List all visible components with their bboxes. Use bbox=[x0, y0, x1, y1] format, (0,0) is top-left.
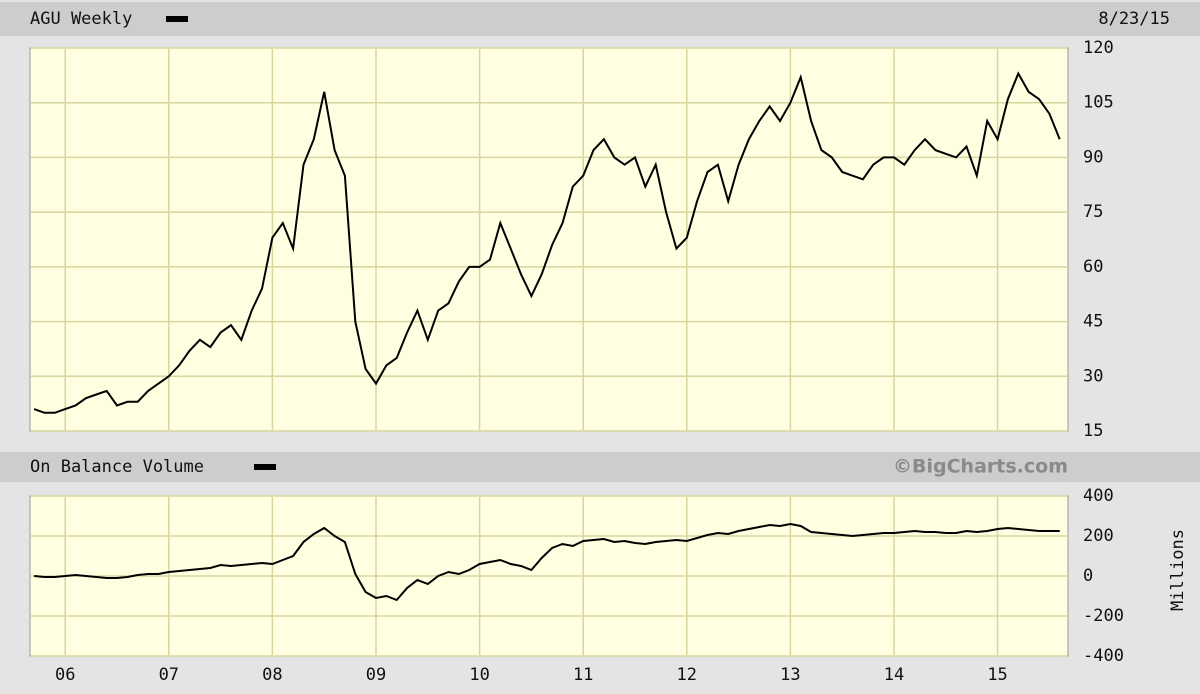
x-tick-label: 08 bbox=[262, 665, 282, 685]
y-axis-label: Millions bbox=[1168, 529, 1188, 611]
plot-area bbox=[29, 47, 1069, 432]
y-tick-label: 0 bbox=[1083, 566, 1093, 586]
date-label: 8/23/15 bbox=[1098, 9, 1170, 29]
header-band bbox=[0, 2, 1200, 36]
x-tick-label: 09 bbox=[366, 665, 386, 685]
x-tick-label: 12 bbox=[677, 665, 697, 685]
header-band bbox=[0, 452, 1200, 482]
legend-swatch bbox=[166, 16, 188, 22]
y-tick-label: 400 bbox=[1083, 486, 1114, 506]
y-tick-label: 105 bbox=[1083, 93, 1114, 113]
y-tick-label: 200 bbox=[1083, 526, 1114, 546]
y-tick-label: 45 bbox=[1083, 312, 1103, 332]
y-tick-label: 30 bbox=[1083, 366, 1103, 386]
data-line bbox=[33, 71, 1061, 414]
x-tick-label: 14 bbox=[884, 665, 904, 685]
y-tick-label: 90 bbox=[1083, 147, 1103, 167]
watermark: ©BigCharts.com bbox=[893, 456, 1068, 478]
y-tick-label: -200 bbox=[1083, 606, 1124, 626]
legend-label: AGU Weekly bbox=[30, 9, 132, 29]
legend-label: On Balance Volume bbox=[30, 457, 204, 477]
y-tick-label: 15 bbox=[1083, 421, 1103, 441]
data-line bbox=[34, 522, 1060, 602]
x-tick-label: 11 bbox=[573, 665, 593, 685]
y-tick-label: 60 bbox=[1083, 257, 1103, 277]
x-tick-label: 15 bbox=[987, 665, 1007, 685]
y-tick-label: -400 bbox=[1083, 646, 1124, 666]
legend-swatch bbox=[254, 464, 276, 470]
y-tick-label: 120 bbox=[1083, 38, 1114, 58]
x-tick-label: 10 bbox=[469, 665, 489, 685]
x-tick-label: 06 bbox=[55, 665, 75, 685]
x-tick-label: 07 bbox=[159, 665, 179, 685]
x-tick-label: 13 bbox=[780, 665, 800, 685]
y-tick-label: 75 bbox=[1083, 202, 1103, 222]
